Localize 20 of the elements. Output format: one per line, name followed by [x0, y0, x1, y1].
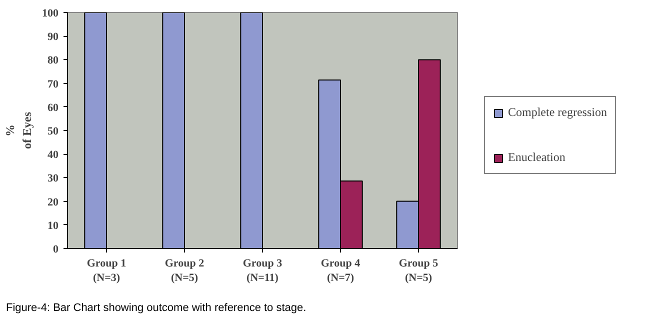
x-tick-label: Group 5 (N=5) [398, 258, 439, 284]
y-tick-label: 40 [48, 149, 59, 162]
y-tick-label: 80 [48, 54, 59, 67]
text: Figure-4: Bar Chart showing outcome with reference to stage. [6, 301, 306, 316]
x-tick-label: Group 1 (N=3) [86, 258, 126, 284]
legend-label: Complete regression [508, 105, 607, 120]
y-tick-label: 20 [48, 196, 59, 208]
y-tick-label: 50 [48, 126, 59, 138]
y-axis-title: % of Eyes [3, 112, 34, 149]
y-tick-label: 0 [53, 244, 59, 256]
y-tick-label: 60 [48, 102, 59, 114]
x-tick-label: Group 3 (N=11) [242, 258, 283, 284]
y-tick-label: 30 [48, 172, 59, 185]
y-tick-label: 10 [48, 220, 59, 232]
y-tick-label: 100 [42, 8, 59, 20]
x-tick-label: Group 4 (N=7) [320, 258, 361, 284]
legend-label: Enucleation [508, 150, 566, 165]
y-tick-label: 90 [48, 31, 59, 44]
y-tick-label: 70 [48, 78, 59, 90]
x-tick-label: Group 2 (N=5) [164, 258, 205, 284]
